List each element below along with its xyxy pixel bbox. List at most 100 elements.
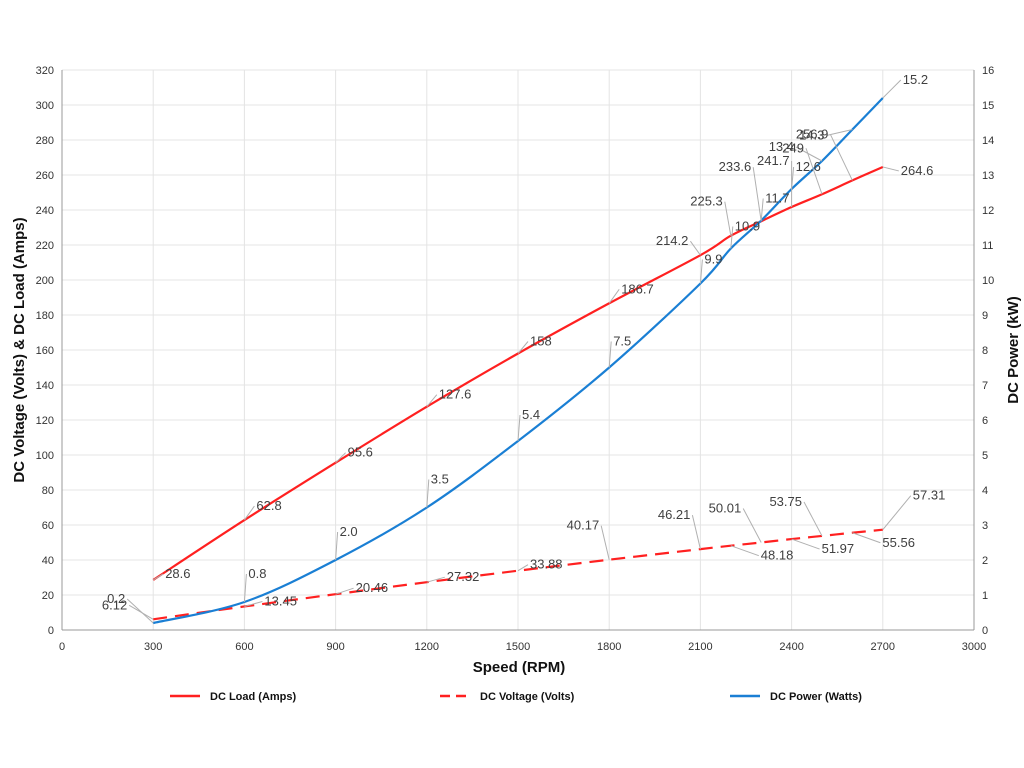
- leader-line: [805, 148, 823, 195]
- leader-line: [826, 129, 853, 136]
- label-leaders: [126, 79, 912, 624]
- legend-label: DC Power (Watts): [770, 691, 862, 703]
- y-right-tick-label: 9: [982, 310, 988, 322]
- data-label: 0.2: [107, 591, 125, 606]
- series-line-0: [152, 165, 884, 581]
- x-tick-label: 600: [235, 641, 253, 653]
- data-label: 48.18: [761, 548, 794, 563]
- y-right-tick-label: 13: [982, 170, 994, 182]
- leader-line: [752, 167, 762, 222]
- x-tick-label: 1200: [415, 641, 439, 653]
- data-label: 10.9: [735, 219, 760, 234]
- data-label: 6.12: [102, 597, 127, 612]
- data-label: 2.0: [340, 524, 358, 539]
- leader-line: [795, 146, 823, 162]
- leader-line: [335, 452, 346, 464]
- y-left-tick-label: 60: [42, 520, 54, 532]
- legend: DC Load (Amps) DC Voltage (Volts) DC Power…: [170, 691, 862, 703]
- leader-line: [742, 508, 762, 543]
- leader-line: [426, 479, 430, 508]
- leader-line: [882, 166, 899, 172]
- y-left-tick-label: 260: [36, 170, 54, 182]
- leader-line: [243, 505, 255, 521]
- data-label: 13.4: [769, 139, 794, 154]
- y-right-tick-label: 16: [982, 65, 994, 77]
- leader-line: [335, 531, 339, 561]
- leader-line: [724, 201, 732, 236]
- y-left-tick-label: 300: [36, 100, 54, 112]
- leader-line: [791, 166, 795, 190]
- y-right-tick-label: 4: [982, 485, 988, 497]
- leader-line: [244, 600, 263, 607]
- y-right-tick-label: 15: [982, 100, 994, 112]
- leader-line: [126, 598, 154, 624]
- y-left-tick-label: 0: [48, 625, 54, 637]
- data-label: 5.4: [522, 407, 540, 422]
- y-left-tick-label: 180: [36, 310, 54, 322]
- y-right-tick-label: 7: [982, 380, 988, 392]
- y-right-tick-label: 10: [982, 275, 994, 287]
- y-right-tick-label: 3: [982, 520, 988, 532]
- y-right-tick-label: 12: [982, 205, 994, 217]
- data-label: 27.32: [447, 569, 480, 584]
- data-label: 11.7: [765, 191, 789, 206]
- data-labels: 28.6 62.8 95.6 127.6 158 186.7 214.2 225.3 233.6…: [102, 72, 945, 612]
- data-label: 249: [782, 140, 804, 155]
- leader-line: [152, 573, 164, 581]
- data-label: 9.9: [704, 252, 722, 267]
- data-label: 12.6: [796, 159, 821, 174]
- leader-line: [852, 532, 881, 544]
- x-tick-label: 1800: [597, 641, 621, 653]
- y-left-axis-title: DC Voltage (Volts) & DC Load (Amps): [11, 217, 28, 482]
- leader-line: [517, 341, 529, 354]
- x-tick-label: 2700: [871, 641, 895, 653]
- y-left-tick-label: 160: [36, 345, 54, 357]
- y-left-tick-label: 20: [42, 590, 54, 602]
- y-left-tick-label: 40: [42, 555, 54, 567]
- y-left-tick-label: 240: [36, 205, 54, 217]
- x-tick-label: 300: [144, 641, 162, 653]
- y-right-tick-label: 5: [982, 450, 988, 462]
- leader-line: [829, 134, 853, 181]
- data-label: 14.3: [799, 128, 824, 143]
- leader-line: [608, 288, 620, 304]
- leader-line: [882, 79, 902, 99]
- tick-labels: 0 300 600 900 1200 1500 1800 2100 2400 2700 300002…: [36, 65, 995, 653]
- data-label: 51.97: [822, 541, 855, 556]
- x-tick-label: 900: [326, 641, 344, 653]
- series-line-2: [152, 97, 884, 625]
- data-label: 53.75: [769, 494, 802, 509]
- axes: [61, 70, 975, 631]
- y-right-tick-label: 11: [982, 240, 993, 252]
- data-label: 256.9: [796, 126, 829, 141]
- data-label: 13.45: [264, 593, 297, 608]
- data-label: 57.31: [913, 488, 946, 503]
- data-label: 233.6: [719, 159, 752, 174]
- y-right-tick-label: 14: [982, 135, 994, 147]
- leader-line: [803, 501, 823, 537]
- data-label: 186.7: [621, 281, 654, 296]
- series-lines: [152, 97, 884, 625]
- leader-line: [600, 525, 610, 560]
- leader-line: [689, 240, 701, 256]
- y-left-tick-label: 140: [36, 380, 54, 392]
- y-left-tick-label: 320: [36, 65, 54, 77]
- leader-line: [243, 573, 247, 603]
- data-label: 33.88: [530, 557, 563, 572]
- data-label: 28.6: [165, 566, 190, 581]
- y-right-tick-label: 6: [982, 415, 988, 427]
- leader-line: [517, 564, 529, 572]
- data-label: 15.2: [903, 72, 928, 87]
- x-tick-label: 2100: [688, 641, 712, 653]
- x-tick-label: 2400: [779, 641, 803, 653]
- x-axis-title: Speed (RPM): [473, 659, 566, 676]
- leader-line: [730, 226, 734, 249]
- data-label: 264.6: [901, 163, 934, 178]
- data-label: 3.5: [431, 472, 449, 487]
- x-tick-label: 1500: [506, 641, 530, 653]
- leader-line: [699, 259, 703, 284]
- data-label: 241.7: [757, 153, 790, 168]
- data-label: 46.21: [658, 507, 691, 522]
- leader-line: [760, 198, 764, 221]
